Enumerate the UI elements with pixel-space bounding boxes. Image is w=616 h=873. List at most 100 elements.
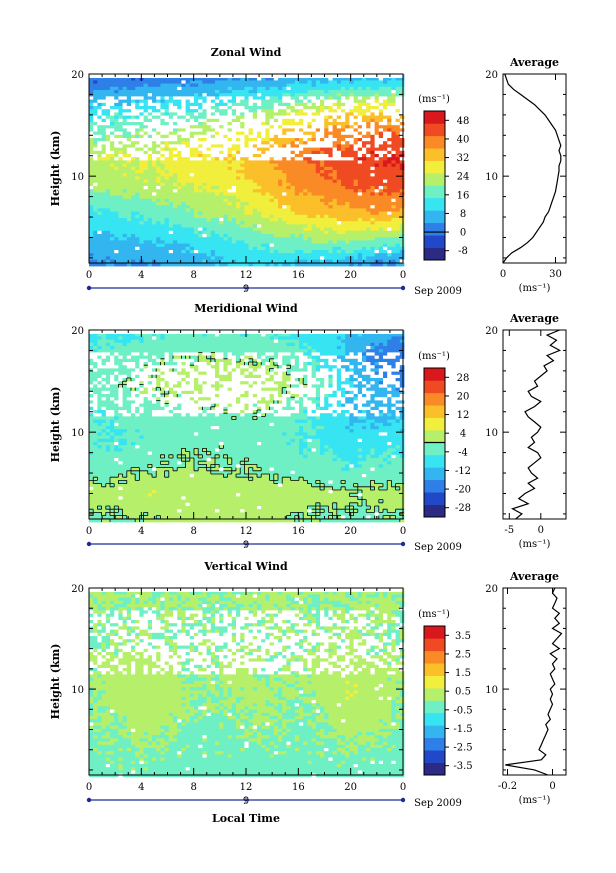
heatmap-cell [286, 170, 291, 174]
heatmap-cell [353, 99, 359, 104]
heatmap-cell [311, 128, 317, 132]
heatmap-cell [236, 96, 241, 100]
heatmap-cell [168, 96, 174, 100]
heatmap-cell [307, 218, 312, 222]
heatmap-cell [341, 333, 346, 337]
heatmap-cell [131, 176, 136, 180]
heatmap-cell [93, 96, 98, 100]
heatmap-cell [387, 198, 392, 203]
heatmap-cell [257, 195, 262, 200]
heatmap-cell [122, 250, 128, 254]
heatmap-cell [210, 138, 216, 142]
heatmap-cell [143, 246, 149, 251]
heatmap-cell [101, 227, 107, 232]
heatmap-cell [290, 96, 296, 100]
heatmap-cell [341, 192, 346, 196]
heatmap-cell [105, 125, 111, 129]
heatmap-cell [391, 218, 396, 222]
heatmap-cell [223, 202, 228, 206]
heatmap-cell [395, 96, 401, 100]
heatmap-cell [362, 230, 367, 235]
heatmap-cell [194, 336, 199, 340]
heatmap-cell [168, 227, 174, 232]
heatmap-cell [261, 131, 266, 136]
heatmap-cell [286, 243, 291, 248]
heatmap-cell [198, 339, 203, 344]
heatmap-cell [219, 339, 224, 344]
heatmap-cell [143, 160, 149, 164]
heatmap-cell [168, 93, 174, 97]
heatmap-cell [353, 208, 359, 212]
heatmap-cell [349, 198, 354, 203]
heatmap-cell [105, 234, 111, 238]
heatmap-cell [152, 339, 157, 344]
heatmap-cell [299, 262, 304, 267]
heatmap-cell [143, 144, 149, 148]
heatmap-cell [156, 256, 161, 260]
heatmap-cell [122, 122, 128, 126]
heatmap-cell [210, 243, 216, 248]
heatmap-cell [97, 179, 102, 184]
heatmap-cell [156, 186, 161, 190]
heatmap-cell [265, 80, 270, 84]
heatmap-cell [101, 243, 107, 248]
heatmap-cell [177, 163, 182, 168]
heatmap-cell [110, 163, 115, 168]
heatmap-cell [261, 189, 266, 193]
heatmap-cell [345, 170, 350, 174]
heatmap-cell [147, 198, 153, 203]
heatmap-cell [143, 333, 149, 337]
heatmap-cell [252, 102, 258, 107]
heatmap-cell [215, 221, 220, 225]
heatmap-cell [139, 250, 144, 254]
heatmap-cell [143, 118, 149, 123]
heatmap-cell [273, 102, 279, 107]
heatmap-cell [324, 240, 329, 244]
heatmap-cell [362, 192, 367, 196]
heatmap-cell [320, 128, 325, 132]
heatmap-cell [370, 125, 375, 129]
heatmap-cell [89, 122, 94, 126]
heatmap-cell [303, 230, 308, 235]
heatmap-cell [265, 339, 270, 344]
heatmap-cell [240, 234, 245, 238]
heatmap-cell [252, 262, 258, 267]
heatmap-cell [269, 86, 275, 91]
heatmap-cell [370, 198, 375, 203]
heatmap-cell [173, 102, 178, 107]
heatmap-cell [168, 122, 174, 126]
heatmap-cell [399, 224, 405, 228]
heatmap-cell [122, 186, 128, 190]
heatmap-cell [215, 253, 220, 257]
heatmap-cell [177, 131, 182, 136]
heatmap-cell [231, 243, 237, 248]
heatmap-cell [152, 237, 157, 241]
heatmap-cell [210, 80, 216, 84]
heatmap-cell [290, 336, 296, 340]
heatmap-cell [294, 90, 300, 94]
heatmap-cell [93, 214, 98, 219]
heatmap-cell [118, 253, 123, 257]
heatmap-cell [177, 214, 182, 219]
heatmap-cell [156, 90, 161, 94]
heatmap-cell [189, 112, 195, 116]
heatmap-cell [215, 90, 220, 94]
heatmap-cell [122, 342, 128, 347]
heatmap-cell [248, 122, 254, 126]
heatmap-cell [114, 160, 119, 164]
heatmap-cell [160, 224, 165, 228]
heatmap-cell [341, 109, 346, 113]
heatmap-cell [395, 333, 401, 337]
heatmap-cell [147, 141, 153, 145]
heatmap-cell [383, 179, 388, 184]
heatmap-cell [357, 86, 363, 91]
heatmap-cell [269, 109, 275, 113]
heatmap-cell [294, 214, 300, 219]
heatmap-cell [164, 189, 170, 193]
heatmap-cell [202, 240, 207, 244]
heatmap-cell [383, 115, 388, 120]
heatmap-cell [185, 195, 191, 200]
heatmap-cell [349, 106, 354, 110]
heatmap-cell [273, 160, 279, 164]
heatmap-cell [89, 246, 94, 251]
